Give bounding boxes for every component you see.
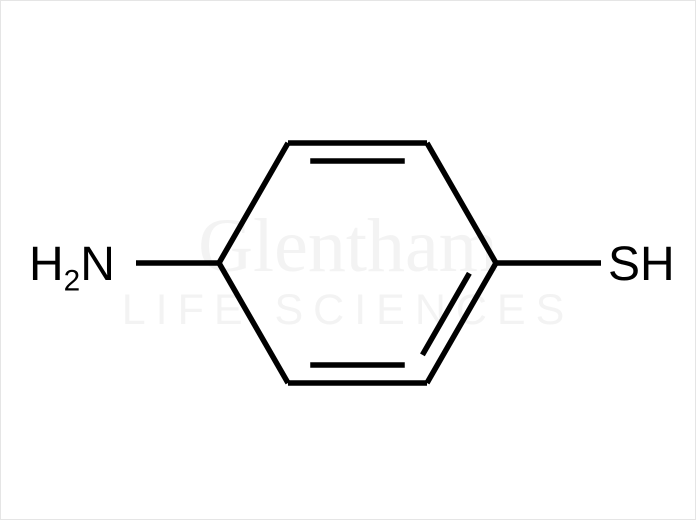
structure-canvas: Glentham LIFE SCIENCES H2N SH	[0, 0, 696, 520]
substituent-label-thiol: SH	[608, 237, 675, 292]
substituent-label-amine: H2N	[29, 237, 115, 292]
